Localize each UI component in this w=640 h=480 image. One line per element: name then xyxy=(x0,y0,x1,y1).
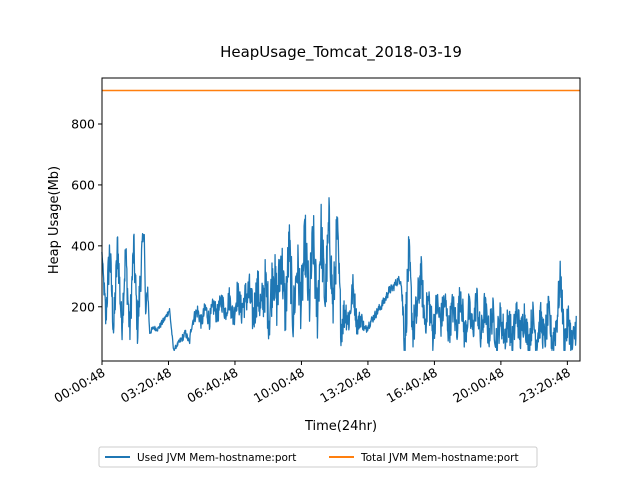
x-axis-label: Time(24hr) xyxy=(304,419,377,434)
plot-area xyxy=(101,89,580,351)
chart-title: HeapUsage_Tomcat_2018-03-19 xyxy=(220,43,462,62)
y-axis: 200 400 600 800 xyxy=(71,116,102,314)
y-tick-label: 400 xyxy=(71,238,95,253)
y-tick-label: 200 xyxy=(71,299,95,314)
plot-frame xyxy=(101,77,581,362)
legend-label-used: Used JVM Mem-hostname:port xyxy=(137,452,296,464)
legend-box xyxy=(98,446,538,468)
y-axis-label: Heap Usage(Mb) xyxy=(47,166,62,274)
legend: Used JVM Mem-hostname:port Total JVM Mem… xyxy=(98,446,538,468)
legend-label-total: Total JVM Mem-hostname:port xyxy=(360,452,519,464)
series-line-used-jvm-mem xyxy=(101,197,577,351)
y-tick-label: 800 xyxy=(71,116,95,131)
y-tick-label: 600 xyxy=(71,177,95,192)
